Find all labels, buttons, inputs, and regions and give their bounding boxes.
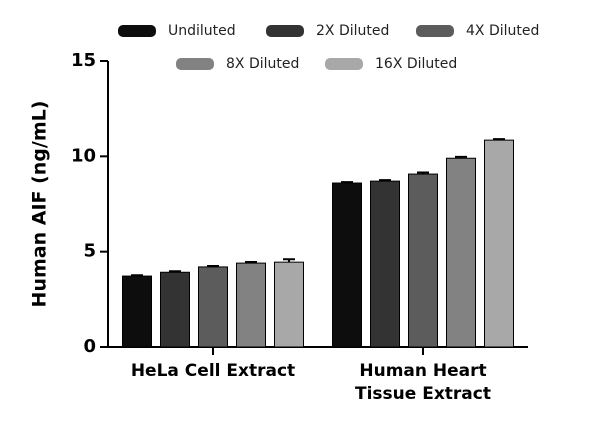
legend-swatch — [118, 25, 156, 37]
error-bar — [379, 179, 391, 182]
legend-swatch — [416, 25, 454, 37]
y-axis-label: Human AIF (ng/mL) — [29, 101, 51, 308]
bar — [370, 180, 400, 348]
bar — [274, 261, 304, 348]
error-bar — [207, 264, 219, 267]
error-bar — [283, 258, 295, 263]
bar — [236, 262, 266, 348]
y-tick-label: 5 — [83, 241, 96, 262]
legend-label: 8X Diluted — [226, 56, 299, 72]
bar — [122, 275, 152, 348]
legend-label: 4X Diluted — [466, 23, 539, 39]
legend-label: 16X Diluted — [375, 56, 457, 72]
legend-swatch — [266, 25, 304, 37]
error-bar — [455, 155, 467, 159]
error-bar — [417, 171, 429, 175]
x-tick-label: Human Heart Tissue Extract — [355, 361, 491, 404]
bar — [484, 139, 514, 348]
y-tick-label: 0 — [83, 336, 96, 357]
bar — [332, 182, 362, 348]
legend-swatch — [176, 58, 214, 70]
bar — [446, 157, 476, 348]
y-tick-label: 15 — [71, 50, 96, 71]
error-bar — [341, 181, 353, 184]
y-tick-label: 10 — [71, 145, 96, 166]
error-bar — [493, 138, 505, 141]
error-bar — [245, 260, 257, 264]
error-bar — [169, 270, 181, 273]
legend-swatch — [325, 58, 363, 70]
legend-label: Undiluted — [168, 23, 236, 39]
bar — [160, 271, 190, 348]
legend-label: 2X Diluted — [316, 23, 389, 39]
bar — [198, 266, 228, 348]
bar — [408, 173, 438, 348]
x-tick-label: HeLa Cell Extract — [130, 361, 296, 381]
error-bar — [131, 274, 143, 277]
